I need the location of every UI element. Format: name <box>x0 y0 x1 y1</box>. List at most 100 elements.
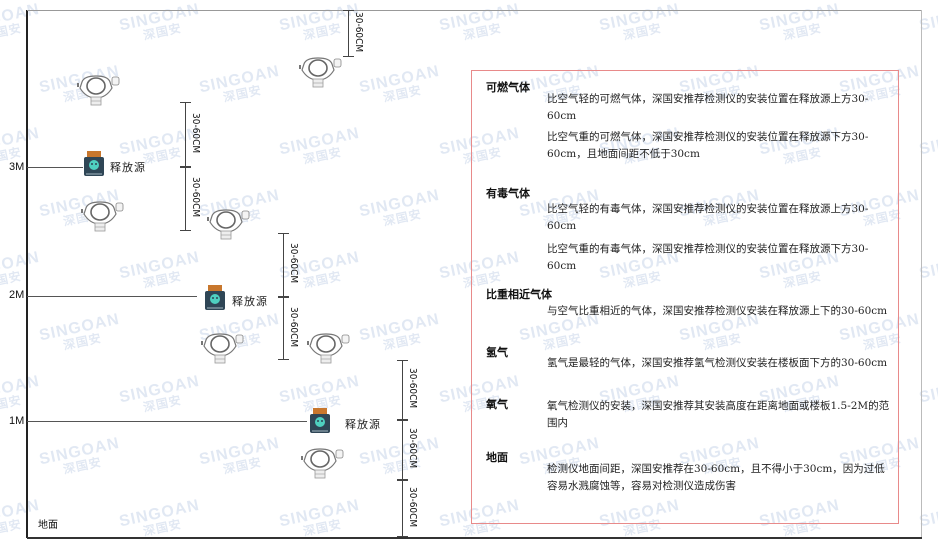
dimension-label: 30-60CM <box>407 368 418 409</box>
watermark-brand: SINGOAN <box>597 0 682 35</box>
watermark-cn: 深国安 <box>921 513 938 541</box>
watermark-brand: SINGOAN <box>117 0 202 35</box>
dimension-line <box>397 480 408 537</box>
watermark-cn: 深国安 <box>381 206 424 229</box>
watermark-brand: SINGOAN <box>0 372 42 407</box>
watermark-brand: SINGOAN <box>37 434 122 469</box>
dimension-label: 30-60CM <box>407 428 418 469</box>
dimension-line <box>278 297 289 360</box>
ceiling-line <box>27 10 922 11</box>
section-text: 比空气轻的可燃气体，深国安推荐检测仪的安装位置在释放源上方30-60cm <box>547 93 869 122</box>
wall-line <box>26 10 28 538</box>
watermark-brand: SINGOAN <box>757 0 842 35</box>
watermark-cn: 深国安 <box>221 82 264 105</box>
watermark-brand: SINGOAN <box>37 310 122 345</box>
section-heading: 氧气 <box>486 398 508 411</box>
release-source-label: 释放源 <box>110 161 146 174</box>
watermark-brand: SINGOAN <box>0 248 42 283</box>
watermark-cn: 深国安 <box>61 454 104 477</box>
section-text: 比空气重的有毒气体，深国安推荐检测仪的安装位置在释放源下方30-60cm <box>547 243 869 272</box>
dimension-label: 30-60CM <box>353 11 364 52</box>
dimension-label: 30-60CM <box>407 486 418 527</box>
dimension-label: 30-60CM <box>288 243 299 284</box>
watermark-cn: 深国安 <box>141 20 184 43</box>
watermark-cn: 深国安 <box>921 17 938 46</box>
level-2m-label: 2M <box>9 289 25 301</box>
section-heading: 比重相近气体 <box>486 288 552 301</box>
dimension-line <box>180 167 191 231</box>
level-3m-line <box>27 167 83 168</box>
watermark-brand: SINGOAN <box>117 124 202 159</box>
watermark-brand: SINGOAN <box>117 372 202 407</box>
watermark-cn: 深国安 <box>141 392 184 415</box>
watermark-cn: 深国安 <box>221 454 264 477</box>
watermark-brand: SINGOAN <box>357 186 442 221</box>
gas-detector-icon <box>80 200 124 232</box>
watermark-cn: 深国安 <box>61 330 104 353</box>
right-line <box>921 10 922 538</box>
dimension-label: 30-60CM <box>190 177 201 218</box>
level-1m-label: 1M <box>9 415 25 427</box>
section-heading: 可燃气体 <box>486 81 530 94</box>
watermark-cn: 深国安 <box>0 20 24 43</box>
gas-detector-icon <box>206 208 250 240</box>
watermark-brand: SINGOAN <box>0 496 42 531</box>
dimension-line <box>343 10 354 57</box>
release-source-icon <box>309 408 331 434</box>
section-text: 检测仪地面间距，深国安推荐在30-60cm，且不得小于30cm，因为过低容易水溅… <box>547 463 885 492</box>
watermark-brand: SINGOAN <box>0 124 42 159</box>
dimension-label: 30-60CM <box>288 306 299 347</box>
dimension-line <box>397 420 408 480</box>
watermark-cn: 深国安 <box>0 392 24 415</box>
watermark-brand: SINGOAN <box>357 62 442 97</box>
watermark-brand: SINGOAN <box>117 496 202 531</box>
watermark-cn: 深国安 <box>921 389 938 418</box>
gas-detector-icon <box>200 332 244 364</box>
watermark-brand: SINGOAN <box>197 434 282 469</box>
gas-detector-icon <box>300 447 344 479</box>
watermark-brand: SINGOAN <box>197 62 282 97</box>
watermark-cn: 深国安 <box>781 20 824 43</box>
section-heading: 氢气 <box>486 346 508 359</box>
watermark-cn: 深国安 <box>921 265 938 294</box>
dimension-line <box>278 233 289 297</box>
floor-label: 地面 <box>38 520 58 531</box>
gas-detector-icon <box>298 56 342 88</box>
release-source-icon <box>204 285 226 311</box>
dimension-line <box>397 360 408 420</box>
release-source-label: 释放源 <box>345 418 381 431</box>
release-source-label: 释放源 <box>232 295 268 308</box>
section-text: 比空气轻的有毒气体，深国安推荐检测仪的安装位置在释放源上方30-60cm <box>547 203 869 232</box>
level-1m-line <box>27 421 307 422</box>
watermark-brand: SINGOAN <box>357 434 442 469</box>
gas-detector-icon <box>76 74 120 106</box>
release-source-icon <box>83 151 105 177</box>
section-heading: 有毒气体 <box>486 187 530 200</box>
watermark-brand: SINGOAN <box>277 372 362 407</box>
section-heading: 地面 <box>486 451 508 464</box>
watermark-cn: 深国安 <box>301 20 344 43</box>
level-2m-line <box>27 296 197 297</box>
watermark-cn: 深国安 <box>621 20 664 43</box>
watermark-brand: SINGOAN <box>0 0 42 35</box>
